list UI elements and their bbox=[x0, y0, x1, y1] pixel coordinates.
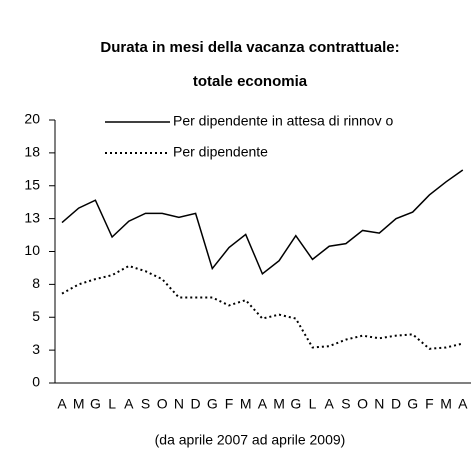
chart-title: Durata in mesi della vacanza contrattual… bbox=[100, 39, 399, 56]
x-tick-label: O bbox=[157, 396, 168, 412]
x-tick-label: O bbox=[357, 396, 368, 412]
x-tick-label: F bbox=[225, 396, 234, 412]
x-tick-label: M bbox=[240, 396, 252, 412]
y-tick-label: 20 bbox=[24, 111, 40, 127]
y-tick-label: 0 bbox=[32, 374, 40, 390]
x-tick-label: M bbox=[73, 396, 85, 412]
x-tick-label: G bbox=[407, 396, 418, 412]
x-tick-label: A bbox=[458, 396, 468, 412]
x-tick-label: A bbox=[325, 396, 335, 412]
y-tick-label: 10 bbox=[24, 242, 40, 258]
legend-label: Per dipendente bbox=[173, 144, 268, 160]
x-tick-label: F bbox=[425, 396, 434, 412]
y-tick-label: 3 bbox=[32, 341, 40, 357]
x-tick-label: A bbox=[57, 396, 67, 412]
series-line bbox=[61, 169, 464, 276]
y-tick-label: 5 bbox=[32, 308, 40, 324]
x-tick-label: M bbox=[440, 396, 452, 412]
series-line bbox=[61, 264, 464, 350]
x-tick-label: N bbox=[374, 396, 384, 412]
legend-label: Per dipendente in attesa di rinnov o bbox=[173, 113, 393, 129]
y-tick-label: 8 bbox=[32, 275, 40, 291]
x-tick-label: G bbox=[207, 396, 218, 412]
x-tick-label: M bbox=[273, 396, 285, 412]
x-tick-label: G bbox=[290, 396, 301, 412]
x-tick-label: A bbox=[258, 396, 268, 412]
x-tick-label: G bbox=[90, 396, 101, 412]
x-tick-label: L bbox=[309, 396, 317, 412]
y-tick-label: 13 bbox=[24, 209, 40, 225]
x-tick-label: S bbox=[341, 396, 350, 412]
chart-title: totale economia bbox=[193, 73, 308, 90]
y-tick-label: 15 bbox=[24, 176, 40, 192]
footnote: (da aprile 2007 ad aprile 2009) bbox=[155, 432, 346, 448]
x-tick-label: D bbox=[391, 396, 401, 412]
y-tick-label: 18 bbox=[24, 144, 40, 160]
x-tick-label: A bbox=[124, 396, 134, 412]
x-tick-label: S bbox=[141, 396, 150, 412]
x-tick-label: N bbox=[174, 396, 184, 412]
x-tick-label: L bbox=[108, 396, 116, 412]
x-tick-label: D bbox=[191, 396, 201, 412]
